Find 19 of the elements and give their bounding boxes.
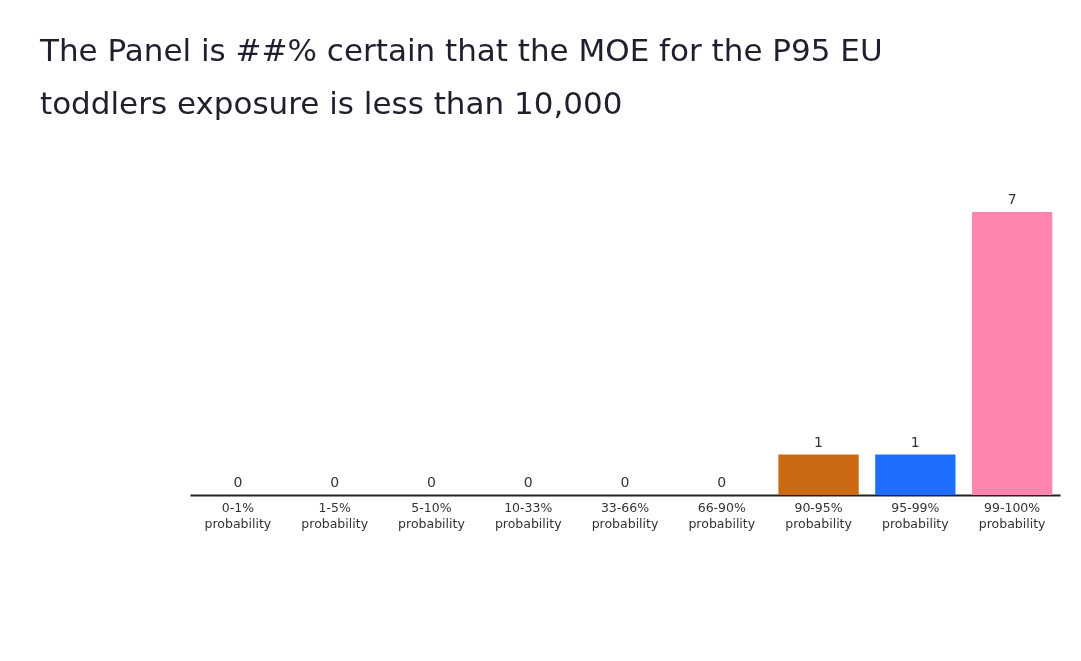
data-label: 0 — [233, 474, 243, 490]
data-label: 1 — [910, 433, 920, 450]
x-tick-label: 5-10% probability — [398, 499, 466, 531]
x-tick-label: 1-5% probability — [301, 499, 369, 531]
chart-title: The Panel is ##% certain that the MOE for the P95 EU toddlers exposure is less than 10,000 — [39, 32, 883, 121]
x-tick-label: 10-33% probability — [494, 499, 563, 531]
data-label: 0 — [426, 474, 436, 490]
data-label: 0 — [523, 474, 533, 490]
x-tick-label: 0-1% probability — [204, 499, 272, 531]
x-tick-label: 95-99% probability — [881, 499, 950, 531]
data-label: 0 — [330, 474, 340, 490]
x-tick-label: 90-95% probability — [785, 499, 853, 531]
data-label: 0 — [620, 474, 630, 490]
x-tick-label: 33-66% probability — [591, 499, 659, 531]
x-tick-label: 99-100% probability — [978, 499, 1047, 531]
data-label: 7 — [1007, 191, 1017, 207]
data-label: 1 — [814, 433, 824, 450]
data-label: 0 — [717, 474, 727, 490]
x-tick-label: 66-90% probability — [688, 499, 756, 531]
